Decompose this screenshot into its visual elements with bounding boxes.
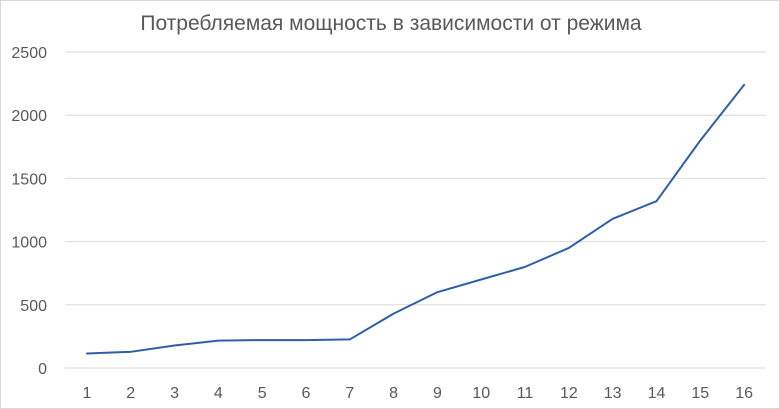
y-tick-label: 0 (38, 361, 47, 378)
x-tick-label: 5 (258, 385, 267, 402)
data-point (435, 290, 439, 294)
data-point (260, 338, 264, 342)
data-point (742, 83, 746, 87)
x-tick-label: 9 (433, 385, 442, 402)
data-point (654, 199, 658, 203)
x-tick-label: 2 (126, 385, 135, 402)
x-tick-label: 4 (214, 385, 223, 402)
series-line (85, 83, 746, 355)
series-layer (85, 83, 746, 355)
data-point (698, 138, 702, 142)
gridlines (65, 51, 766, 369)
x-tick-label: 16 (735, 385, 753, 402)
data-point (173, 344, 177, 348)
data-point (216, 339, 220, 343)
x-axis-tick-labels: 1 2 3 4 5 6 7 8 9 10 11 12 13 14 15 16 (82, 385, 753, 402)
chart-title: Потребляемая мощность в зависимости от р… (140, 12, 642, 35)
x-tick-label: 3 (170, 385, 179, 402)
x-tick-label: 1 (82, 385, 91, 402)
x-tick-label: 6 (302, 385, 311, 402)
x-tick-label: 8 (389, 385, 398, 402)
data-point (567, 246, 571, 250)
y-tick-label: 500 (20, 298, 47, 315)
y-tick-label: 2500 (11, 45, 47, 62)
x-tick-label: 15 (691, 385, 709, 402)
x-tick-label: 11 (517, 385, 534, 402)
x-tick-label: 10 (472, 385, 490, 402)
data-point (304, 338, 308, 342)
y-tick-label: 1500 (11, 171, 47, 188)
data-point (392, 312, 396, 316)
x-tick-label: 12 (560, 385, 578, 402)
data-point (85, 351, 89, 355)
x-tick-label: 14 (648, 385, 666, 402)
x-tick-label: 13 (604, 385, 622, 402)
data-point (129, 350, 133, 354)
data-point (523, 265, 527, 269)
data-point (611, 217, 615, 221)
y-tick-label: 2000 (11, 108, 47, 125)
data-point (348, 337, 352, 341)
y-tick-label: 1000 (11, 235, 47, 252)
x-tick-label: 7 (345, 385, 354, 402)
y-axis-tick-labels: 0 500 1000 1500 2000 2500 (11, 45, 47, 378)
data-point (479, 278, 483, 282)
